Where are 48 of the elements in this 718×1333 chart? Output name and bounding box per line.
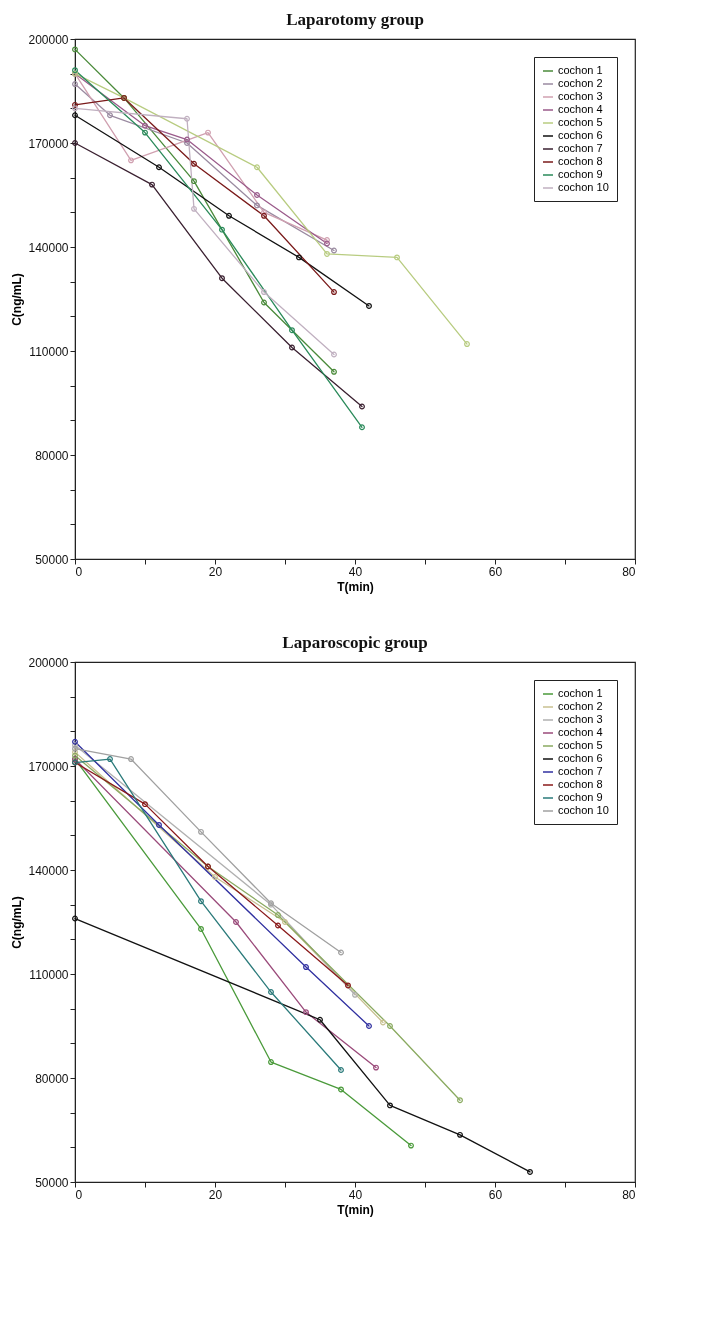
y-tick-label: 110000 (29, 967, 69, 982)
legend-label: cochon 8 (558, 155, 603, 167)
x-tick-label: 60 (488, 1187, 503, 1202)
y-tick-label: 80000 (35, 1071, 69, 1086)
y-tick-label: 140000 (28, 863, 69, 878)
legend-label: cochon 8 (558, 778, 603, 790)
legend-label: cochon 2 (558, 77, 603, 89)
x-tick-label: 80 (622, 1187, 636, 1202)
legend-label: cochon 10 (558, 181, 609, 193)
x-tick-label: 20 (208, 1187, 223, 1202)
legend-label: cochon 5 (558, 116, 603, 128)
y-tick-label: 50000 (35, 552, 69, 567)
x-tick-label: 80 (622, 564, 636, 579)
legend-label: cochon 10 (558, 804, 609, 816)
legend-label: cochon 6 (558, 752, 603, 764)
legend-label: cochon 1 (558, 64, 603, 76)
x-axis-title: T(min) (337, 1202, 374, 1217)
legend-label: cochon 4 (558, 103, 603, 115)
legend-label: cochon 7 (558, 765, 603, 777)
x-tick-label: 40 (348, 564, 363, 579)
y-axis-title: C(ng/mL) (10, 896, 25, 949)
y-tick-label: 200000 (28, 655, 69, 670)
legend-label: cochon 9 (558, 168, 603, 180)
chart-title: Laparotomy group (286, 10, 424, 29)
x-tick-label: 0 (75, 564, 83, 579)
legend-label: cochon 5 (558, 739, 603, 751)
legend-label: cochon 3 (558, 713, 603, 725)
y-axis-title: C(ng/mL) (10, 273, 25, 326)
chart-title: Laparoscopic group (282, 633, 428, 652)
y-tick-label: 140000 (28, 240, 69, 255)
y-tick-label: 170000 (28, 136, 69, 151)
x-tick-label: 40 (348, 1187, 363, 1202)
x-tick-label: 0 (75, 1187, 83, 1202)
legend-label: cochon 1 (558, 687, 603, 699)
x-tick-label: 60 (488, 564, 503, 579)
x-axis-title: T(min) (337, 579, 374, 594)
legend-label: cochon 4 (558, 726, 603, 738)
legend-label: cochon 6 (558, 129, 603, 141)
y-tick-label: 50000 (35, 1175, 69, 1190)
y-tick-label: 170000 (28, 759, 69, 774)
y-tick-label: 80000 (35, 448, 69, 463)
legend-label: cochon 9 (558, 791, 603, 803)
legend-label: cochon 7 (558, 142, 603, 154)
x-tick-label: 20 (208, 564, 223, 579)
legend-label: cochon 2 (558, 700, 603, 712)
y-tick-label: 110000 (29, 344, 69, 359)
y-tick-label: 200000 (28, 32, 69, 47)
legend-label: cochon 3 (558, 90, 603, 102)
